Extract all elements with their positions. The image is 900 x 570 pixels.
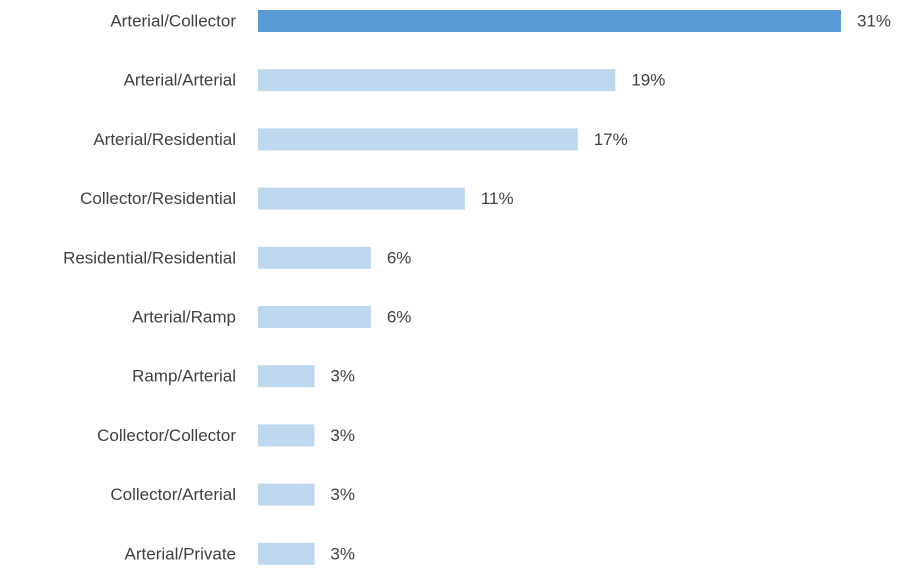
value-label: 11% — [481, 189, 514, 208]
category-label: Ramp/Arterial — [132, 367, 236, 386]
bar — [258, 424, 315, 447]
category-label: Collector/Residential — [80, 189, 236, 208]
value-label: 6% — [387, 248, 412, 267]
category-label: Arterial/Collector — [110, 12, 236, 31]
bar — [258, 483, 315, 506]
value-label: 19% — [631, 71, 665, 90]
category-label: Arterial/Arterial — [124, 71, 236, 90]
bar — [258, 187, 465, 210]
bar — [258, 128, 578, 151]
bar — [258, 306, 371, 328]
value-label: 3% — [330, 367, 355, 386]
bar — [258, 10, 841, 32]
value-label: 3% — [330, 426, 355, 445]
category-label: Arterial/Private — [125, 544, 236, 563]
bar — [258, 365, 315, 388]
bar — [258, 542, 315, 565]
value-label: 6% — [387, 308, 412, 327]
category-label: Collector/Collector — [97, 426, 236, 445]
value-label: 31% — [857, 12, 891, 31]
category-label: Residential/Residential — [63, 248, 236, 267]
bar — [258, 246, 371, 269]
value-label: 3% — [330, 485, 355, 504]
category-label: Collector/Arterial — [110, 485, 236, 504]
category-label: Arterial/Ramp — [132, 308, 236, 327]
value-label: 3% — [330, 544, 355, 563]
bar — [258, 69, 616, 92]
value-label: 17% — [594, 130, 628, 149]
category-label: Arterial/Residential — [93, 130, 236, 149]
